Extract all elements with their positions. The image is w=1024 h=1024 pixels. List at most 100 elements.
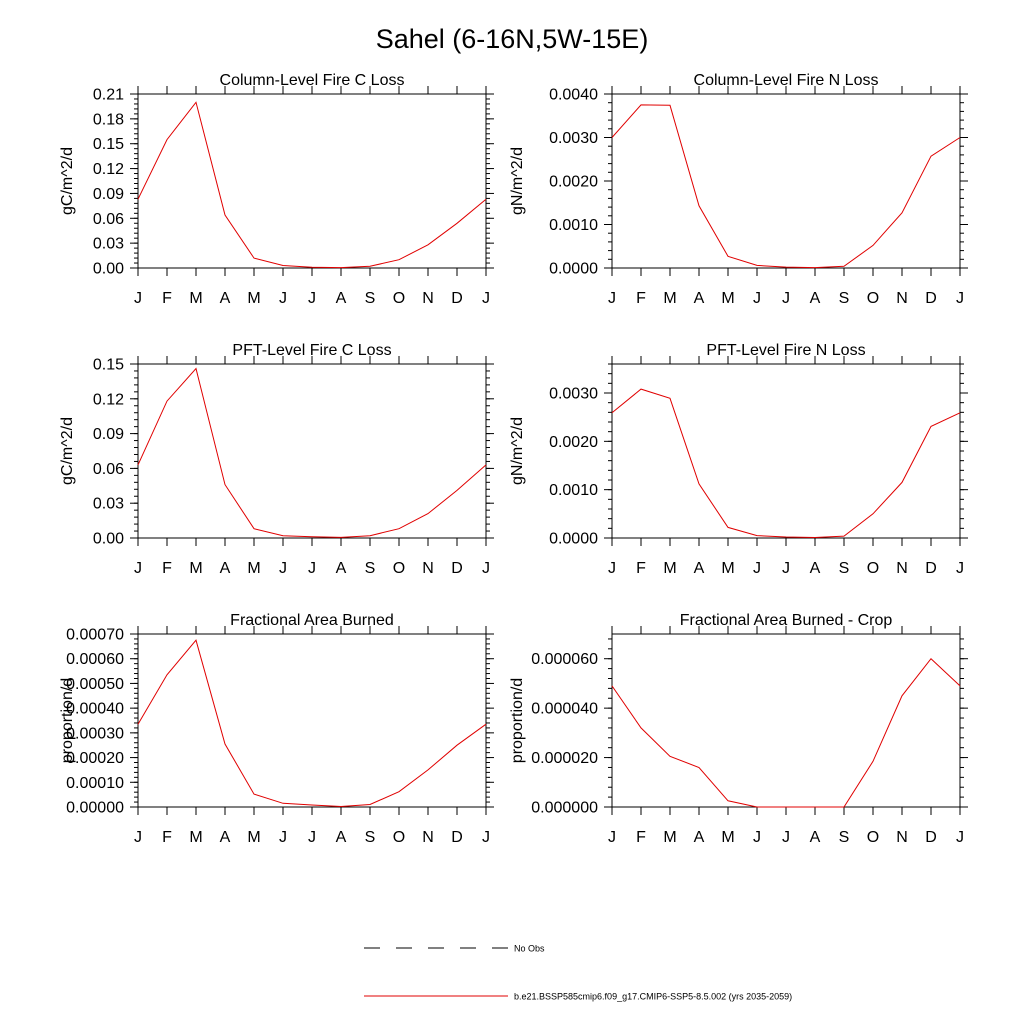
x-tick-label: A [694,829,705,846]
x-tick-label: J [279,290,287,307]
x-tick-label: J [308,290,316,307]
figure-title: Sahel (6-16N,5W-15E) [376,24,649,54]
x-tick-label: N [896,290,908,307]
x-tick-label: O [867,560,879,577]
y-tick-label: 0.00030 [66,725,124,742]
y-tick-label: 0.06 [93,211,124,228]
y-axis-label: gC/m^2/d [59,417,76,485]
y-tick-label: 0.06 [93,461,124,478]
y-tick-label: 0.0020 [549,434,598,451]
x-tick-label: J [608,560,616,577]
x-tick-label: J [782,560,790,577]
panel-2: Column-Level Fire N Loss 0.0000 0.0010 0.00… [509,72,968,307]
x-tick-label: M [247,290,260,307]
y-tick-label: 0.18 [93,111,124,128]
y-tick-label: 0.0030 [549,386,598,403]
x-tick-label: A [810,829,821,846]
x-tick-label: F [162,560,172,577]
y-axis-label: gC/m^2/d [59,147,76,215]
y-axis-label: gN/m^2/d [509,147,526,215]
y-tick-label: 0.21 [93,87,124,104]
x-tick-label: S [839,290,850,307]
x-tick-label: J [308,560,316,577]
x-tick-label: M [189,829,202,846]
x-tick-label: N [422,829,434,846]
x-tick-label: M [189,290,202,307]
y-tick-label: 0.000040 [531,701,598,718]
x-tick-label: S [365,560,376,577]
x-tick-label: J [753,290,761,307]
x-tick-label: J [753,829,761,846]
y-tick-label: 0.00020 [66,750,124,767]
x-tick-label: A [336,560,347,577]
x-tick-label: M [663,560,676,577]
x-tick-label: O [867,290,879,307]
x-tick-label: D [925,560,937,577]
plot-frame [137,363,487,539]
x-tick-label: J [956,290,964,307]
x-tick-label: O [393,829,405,846]
x-tick-label: J [279,829,287,846]
panels: Column-Level Fire C Loss 0.00 0.03 0.06 0.09… [59,72,968,846]
y-tick-label: 0.12 [93,161,124,178]
x-tick-label: O [393,290,405,307]
legend: No Obs b.e21.BSSP585cmip6.f09_g17.CMIP6-… [364,944,792,1002]
x-tick-label: A [810,560,821,577]
x-tick-label: O [393,560,405,577]
y-axis-label: proportion/d [59,678,76,763]
x-tick-label: N [422,560,434,577]
plot-frame [137,93,487,269]
x-tick-label: A [694,560,705,577]
x-tick-label: A [220,560,231,577]
x-tick-label: J [753,560,761,577]
x-tick-label: A [694,290,705,307]
y-tick-label: 0.00 [93,531,124,548]
y-tick-label: 0.03 [93,496,124,513]
x-tick-label: J [782,829,790,846]
series-line [611,657,961,808]
x-tick-label: J [482,560,490,577]
panel-title: Fractional Area Burned - Crop [680,612,893,629]
y-tick-label: 0.0010 [549,482,598,499]
x-tick-label: A [220,829,231,846]
legend-solid-label: b.e21.BSSP585cmip6.f09_g17.CMIP6-SSP5-8.… [514,992,792,1002]
x-tick-label: M [189,560,202,577]
x-tick-label: M [663,829,676,846]
x-tick-label: D [925,290,937,307]
panel-title: Column-Level Fire N Loss [694,72,879,89]
y-tick-label: 0.00010 [66,775,124,792]
y-tick-label: 0.09 [93,186,124,203]
x-tick-label: J [279,560,287,577]
x-tick-label: J [134,829,142,846]
y-tick-label: 0.15 [93,357,124,374]
x-tick-label: A [336,290,347,307]
x-tick-label: S [365,829,376,846]
plot-frame [611,363,961,539]
plot-frame [611,633,961,808]
x-tick-label: F [162,829,172,846]
x-tick-label: J [782,290,790,307]
y-tick-label: 0.03 [93,236,124,253]
x-tick-label: F [162,290,172,307]
series-line [611,104,961,269]
panel-5: Fractional Area Burned 0.00000 0.00010 0.00… [59,612,494,846]
series-line [611,388,961,539]
x-tick-label: S [839,829,850,846]
x-tick-label: J [134,560,142,577]
y-tick-label: 0.0040 [549,87,598,104]
x-tick-label: M [247,829,260,846]
x-tick-label: M [721,290,734,307]
y-tick-label: 0.00 [93,261,124,278]
x-tick-label: A [220,290,231,307]
plot-frame [137,633,487,808]
y-tick-label: 0.09 [93,426,124,443]
x-tick-label: D [451,829,463,846]
x-tick-label: J [482,829,490,846]
y-tick-label: 0.000020 [531,750,598,767]
series-line [137,639,487,808]
x-tick-label: M [247,560,260,577]
x-tick-label: F [636,290,646,307]
x-tick-label: J [956,829,964,846]
y-tick-label: 0.12 [93,391,124,408]
